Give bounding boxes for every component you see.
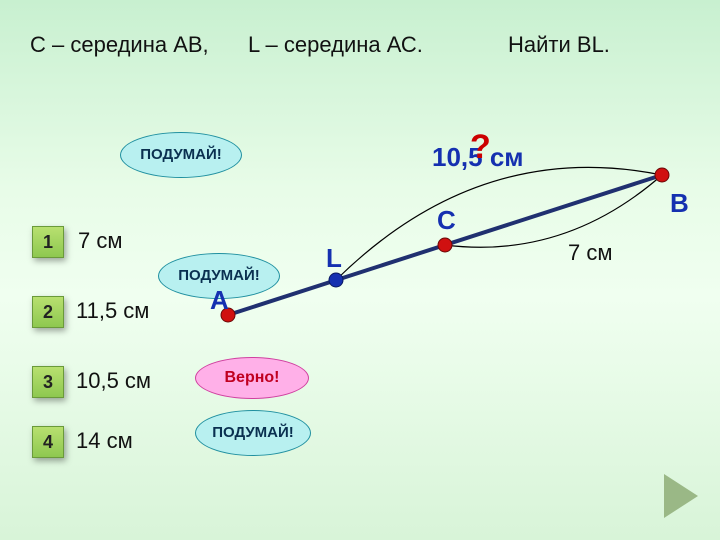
point-l: [329, 273, 343, 287]
label-b: B: [670, 188, 689, 219]
arc-bc-label: 7 см: [568, 240, 612, 266]
next-button[interactable]: [664, 474, 698, 518]
label-l: L: [326, 243, 342, 274]
question-mark: ?: [470, 128, 491, 167]
geometry-diagram: [0, 0, 720, 540]
point-b: [655, 168, 669, 182]
label-c: C: [437, 205, 456, 236]
label-a: A: [210, 285, 229, 316]
point-c: [438, 238, 452, 252]
